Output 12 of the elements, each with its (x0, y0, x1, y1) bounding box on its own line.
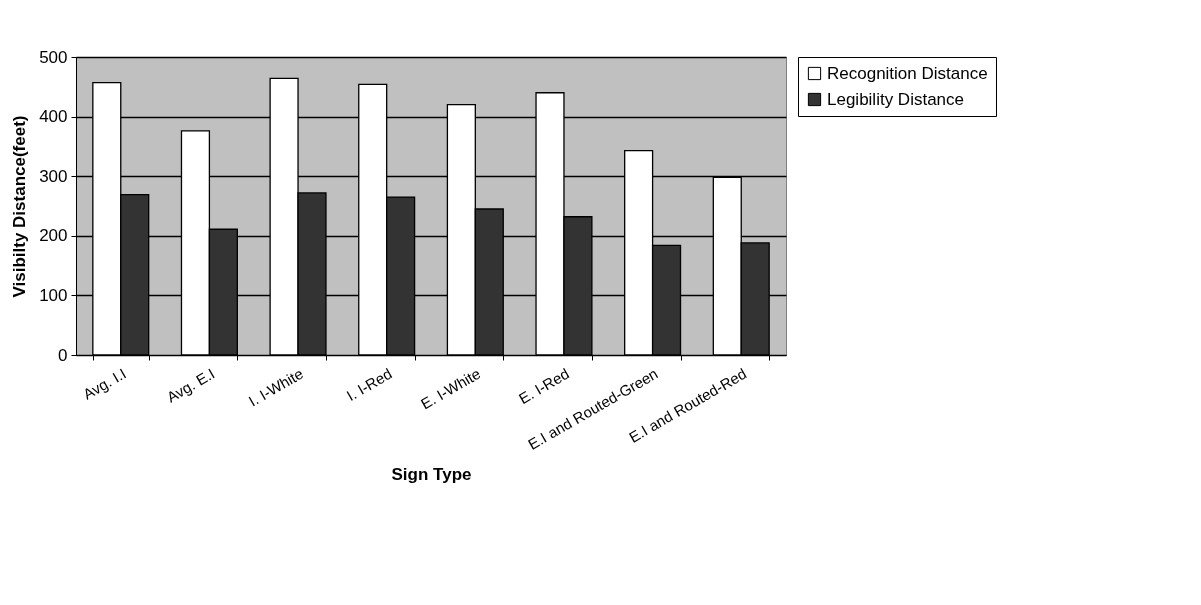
y-tick-label: 400 (39, 107, 68, 127)
legend-label: Legibility Distance (827, 89, 965, 109)
x-tick-label: Avg. I.I (80, 364, 129, 403)
y-tick-label: 300 (39, 166, 68, 186)
y-tick-label: 200 (39, 226, 68, 246)
legend-label: Recognition Distance (827, 63, 988, 83)
x-tick-label: Avg. E.I (163, 364, 218, 406)
y-axis-title: Visibilty Distance(feet) (10, 115, 30, 298)
y-tick-label: 500 (39, 47, 68, 67)
y-tick-label: 0 (58, 345, 68, 365)
x-axis-title: Sign Type (391, 464, 472, 484)
y-tick-label: 100 (39, 285, 68, 305)
